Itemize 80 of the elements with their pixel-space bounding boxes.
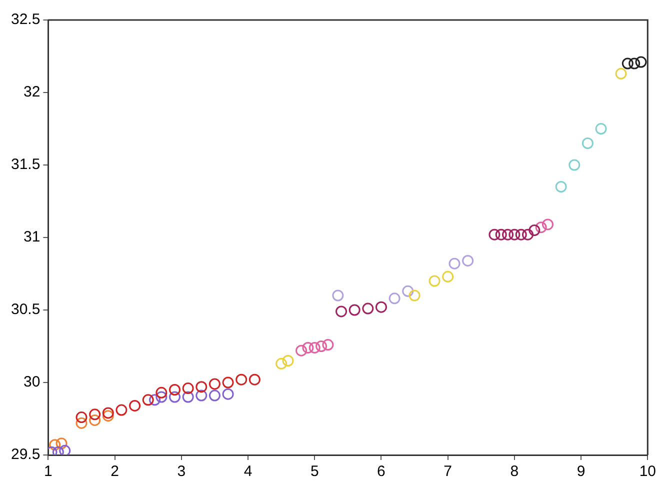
- point: [408, 290, 420, 302]
- x-tick-label: 7: [444, 463, 452, 480]
- point: [635, 56, 647, 68]
- point: [316, 340, 328, 352]
- point: [182, 382, 194, 394]
- point: [502, 228, 514, 240]
- point: [428, 275, 440, 287]
- point: [76, 417, 88, 429]
- point: [236, 374, 248, 386]
- point: [116, 404, 128, 416]
- point: [615, 68, 627, 80]
- point: [89, 408, 101, 420]
- point: [348, 304, 360, 316]
- point: [442, 270, 454, 282]
- point: [142, 394, 154, 406]
- x-tick-label: 1: [44, 463, 52, 480]
- y-tick-label: 30: [24, 374, 40, 391]
- point: [622, 58, 634, 70]
- point: [402, 285, 414, 297]
- y-tick-label: 31.5: [10, 156, 40, 174]
- point: [276, 358, 288, 370]
- x-tick-label: 8: [510, 463, 519, 480]
- point: [222, 388, 234, 400]
- x-tick-label: 2: [110, 463, 119, 480]
- point: [208, 378, 220, 390]
- x-tick-label: 9: [576, 463, 586, 480]
- point: [156, 391, 168, 403]
- x-tick-label: 6: [377, 463, 386, 480]
- point: [296, 344, 308, 356]
- point: [89, 414, 101, 426]
- point: [102, 410, 114, 422]
- point: [49, 439, 61, 451]
- point: [169, 391, 180, 403]
- point: [322, 339, 334, 351]
- y-tick-label: 31: [24, 228, 40, 246]
- point: [462, 254, 474, 266]
- y-tick-label: 32.5: [10, 11, 40, 28]
- point: [76, 412, 88, 424]
- point: [488, 228, 500, 240]
- point: [388, 292, 400, 304]
- point: [129, 400, 141, 412]
- y-tick-label: 32: [24, 84, 40, 101]
- point: [448, 258, 460, 270]
- point: [302, 342, 314, 354]
- point: [308, 342, 320, 354]
- point: [495, 228, 507, 240]
- point: [196, 390, 208, 402]
- point: [535, 222, 547, 234]
- point: [582, 138, 594, 149]
- point: [332, 290, 344, 302]
- point: [515, 228, 527, 240]
- x-tick-label: 3: [177, 463, 186, 480]
- point: [508, 228, 520, 240]
- point: [196, 381, 208, 393]
- point: [222, 376, 234, 388]
- point: [282, 355, 294, 366]
- point: [336, 306, 348, 318]
- point: [595, 123, 607, 134]
- x-tick-label: 5: [310, 463, 319, 480]
- x-tick-label: 10: [639, 463, 656, 480]
- point: [362, 302, 374, 314]
- point: [542, 218, 554, 230]
- y-tick-label: 30.5: [10, 301, 40, 318]
- y-tick-label: 29.5: [10, 446, 40, 464]
- point: [528, 224, 540, 236]
- point: [59, 444, 71, 455]
- point: [182, 391, 194, 403]
- x-tick-label: 4: [244, 463, 252, 480]
- point: [56, 438, 68, 450]
- point: [156, 386, 168, 398]
- point: [102, 407, 114, 419]
- point: [375, 301, 387, 313]
- point: [248, 374, 260, 386]
- point: [522, 228, 534, 240]
- point: [568, 159, 580, 171]
- point: [149, 394, 161, 406]
- point: [555, 181, 567, 192]
- point: [628, 58, 640, 70]
- point: [208, 390, 220, 402]
- point: [169, 384, 180, 396]
